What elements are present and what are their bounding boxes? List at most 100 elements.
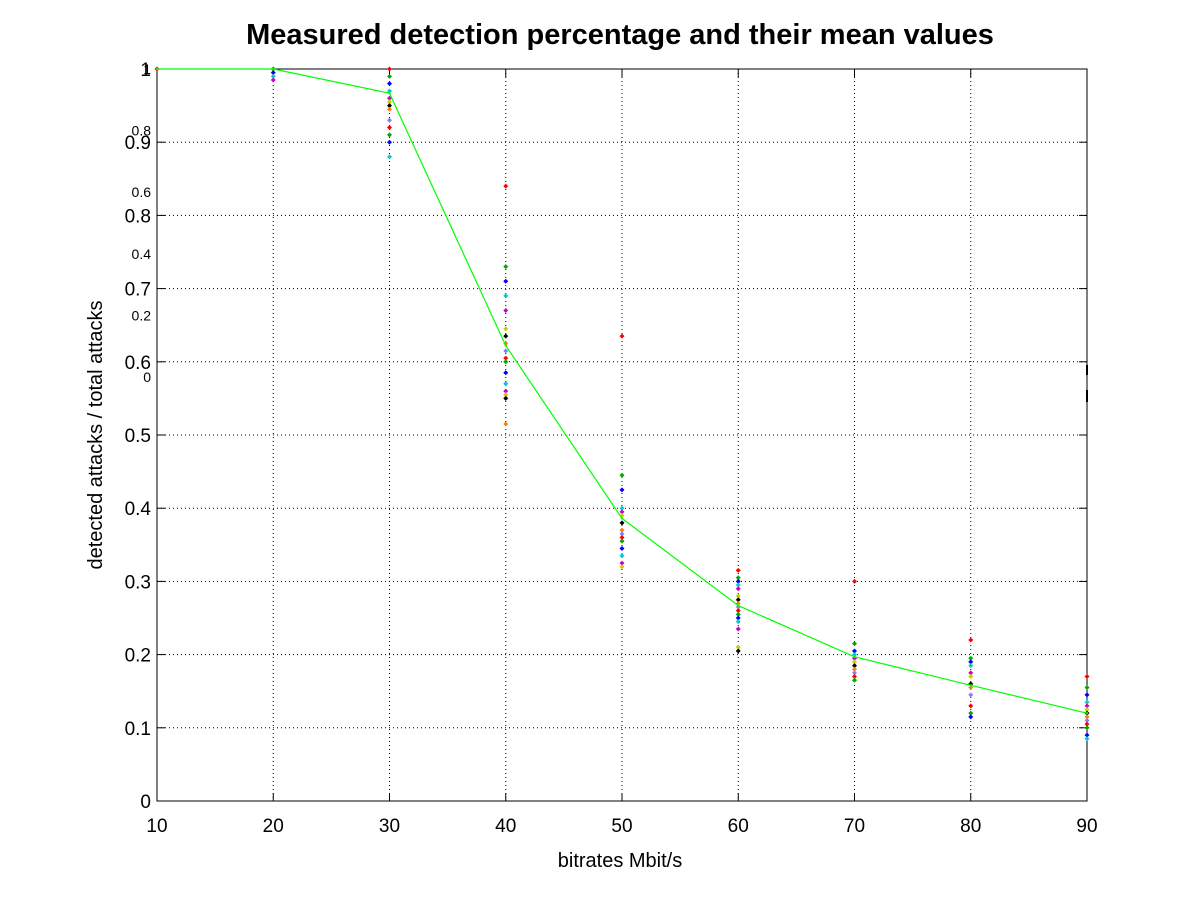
measurement-point xyxy=(619,520,625,526)
y-tick-label: 0.3 xyxy=(125,572,151,593)
measurement-point xyxy=(852,677,857,683)
measurement-point xyxy=(1084,721,1090,727)
measurement-point xyxy=(619,560,625,566)
measurement-point xyxy=(1084,717,1090,723)
measurement-point xyxy=(1084,685,1090,691)
measurement-point xyxy=(387,139,392,145)
measurement-point xyxy=(735,626,741,632)
measurement-point xyxy=(968,703,974,709)
measurement-point xyxy=(619,564,625,570)
measurement-point xyxy=(735,593,741,599)
measurement-point xyxy=(735,597,741,603)
y-axis-label: detected attacks / total attacks xyxy=(85,300,107,569)
measurement-point xyxy=(387,103,392,109)
measurement-point xyxy=(1084,732,1090,738)
measurement-point xyxy=(852,578,857,584)
measurement-point xyxy=(503,278,509,284)
measurement-point xyxy=(1084,736,1090,742)
y-tick-label: 1 xyxy=(140,60,151,81)
x-tick-label: 50 xyxy=(611,816,632,837)
measurement-point xyxy=(503,381,509,387)
measurement-point xyxy=(735,619,741,625)
mean-point xyxy=(272,67,275,71)
measurement-point xyxy=(503,326,509,332)
mean-point xyxy=(388,91,391,95)
measurement-point xyxy=(619,472,625,478)
y-tick-label: 0.8 xyxy=(125,206,151,227)
measurement-point xyxy=(619,505,625,511)
measurement-point xyxy=(735,608,741,614)
mean-line xyxy=(155,67,1089,715)
measurement-point xyxy=(503,293,509,299)
overlay-tick-labels: 0 0.2 0.4 0.6 0.8 1 xyxy=(132,61,1088,402)
measurement-point xyxy=(968,674,974,680)
measurement-point xyxy=(735,644,741,650)
x-tick-label: 70 xyxy=(844,816,865,837)
measurement-point xyxy=(619,333,625,339)
y-tick-label: 0.7 xyxy=(125,280,151,301)
measurement-point xyxy=(1084,707,1090,712)
overlay-tick-label: 0.8 xyxy=(132,123,152,139)
measurement-point xyxy=(1084,674,1090,680)
measurement-point xyxy=(735,586,741,592)
measurement-point xyxy=(852,674,857,680)
x-tick-label: 30 xyxy=(379,816,400,837)
measurement-point xyxy=(503,359,509,365)
mean-point xyxy=(969,684,972,687)
measurement-point xyxy=(387,117,392,123)
measurement-point xyxy=(735,575,741,581)
overlay-tick-label: 1 xyxy=(143,61,151,77)
measurement-point xyxy=(503,333,509,339)
y-tick-label: 0.6 xyxy=(125,353,151,374)
measurement-point xyxy=(968,659,974,665)
measurement-point xyxy=(968,663,974,669)
x-tick-label: 40 xyxy=(495,816,516,837)
measurement-point xyxy=(735,648,741,654)
measurement-point xyxy=(503,264,509,270)
measurement-point xyxy=(735,578,741,584)
measurement-point xyxy=(503,308,509,314)
measurement-point xyxy=(968,685,974,691)
overlay-tick-label: 0 xyxy=(143,369,151,385)
x-tick-labels: 10 20 30 40 50 60 70 80 90 xyxy=(146,816,1097,837)
measurement-point xyxy=(735,615,741,621)
measurement-point xyxy=(387,66,392,72)
measurement-point xyxy=(735,582,741,588)
measurement-point xyxy=(619,527,625,533)
y-tick-label: 0.9 xyxy=(125,133,151,154)
measurement-point xyxy=(619,545,625,551)
y-tick-label: 0.4 xyxy=(125,499,152,520)
measurement-point xyxy=(1084,714,1090,720)
measurement-point xyxy=(852,663,857,669)
measurement-point xyxy=(270,73,276,79)
y-tick-label: 0.1 xyxy=(125,719,151,740)
mean-point xyxy=(1085,711,1089,715)
y-tick-label: 0 xyxy=(140,792,151,813)
measurement-point xyxy=(852,659,857,665)
measurement-point xyxy=(619,531,625,537)
mean-point xyxy=(620,517,624,520)
measurement-point xyxy=(619,487,625,493)
measurement-points xyxy=(154,66,1090,742)
mean-point xyxy=(853,655,856,658)
overlay-tick-label: 0.2 xyxy=(132,307,152,323)
y-tick-labels: 00.10.20.30.40.50.60.70.80.91 xyxy=(125,60,152,813)
measurement-point xyxy=(270,70,276,76)
measurement-point xyxy=(1084,692,1090,698)
measurement-point xyxy=(387,154,392,160)
measurement-point xyxy=(968,670,974,676)
x-tick-label: 60 xyxy=(728,816,749,837)
axes xyxy=(156,68,1088,802)
x-tick-label: 90 xyxy=(1076,816,1097,837)
mean-point xyxy=(155,67,159,71)
mean-point xyxy=(737,604,740,607)
measurement-point xyxy=(852,641,857,647)
measurement-point xyxy=(852,670,857,676)
measurement-point xyxy=(619,534,625,540)
measurement-point xyxy=(1084,703,1090,709)
measurement-point xyxy=(968,692,974,698)
x-tick-label: 20 xyxy=(263,816,284,837)
measurement-point xyxy=(968,714,974,720)
y-tick-label: 0.5 xyxy=(125,426,151,447)
